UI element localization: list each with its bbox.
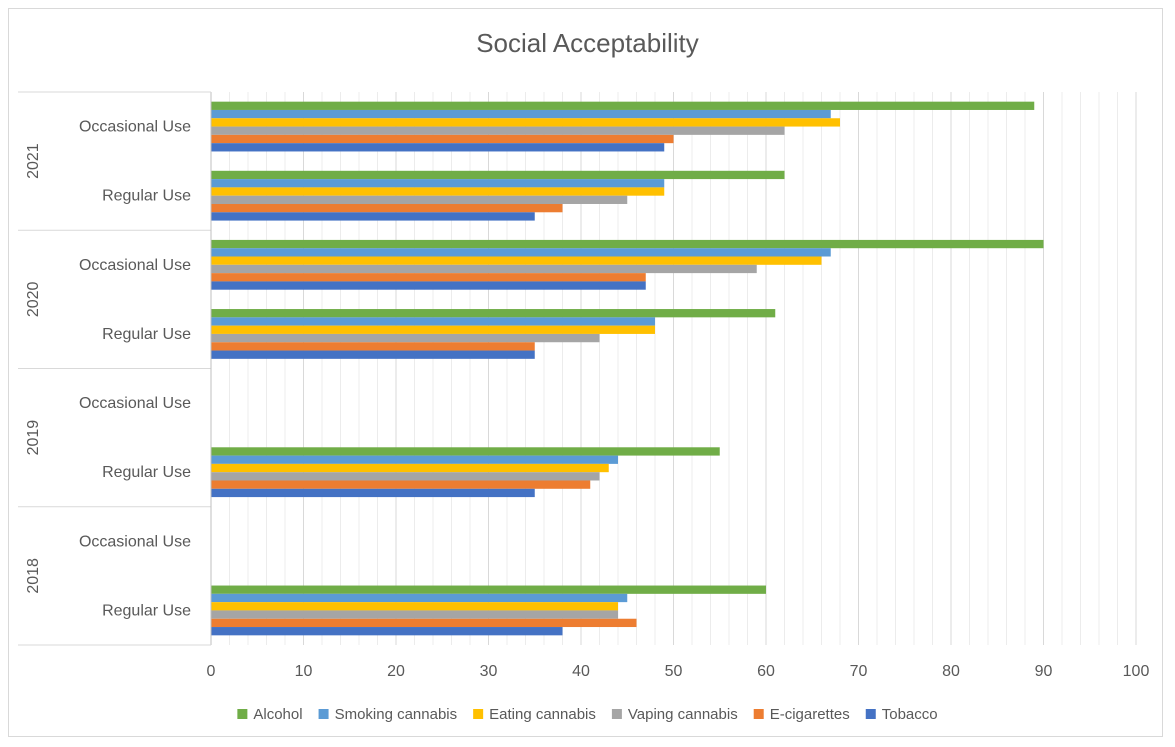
bar-vaping-cannabis-2020-regular-use <box>211 333 600 343</box>
x-tick-label-10: 10 <box>295 663 313 680</box>
category-label-occasional-use: Occasional Use <box>79 395 191 412</box>
bar-vaping-cannabis-2021-occasional-use <box>211 126 785 135</box>
category-label-regular-use: Regular Use <box>102 464 191 481</box>
bar-vaping-cannabis-2019-regular-use <box>211 472 600 481</box>
legend-swatch-alcohol <box>237 709 248 719</box>
bar-vaping-cannabis-2018-regular-use <box>211 610 618 619</box>
category-label-occasional-use: Occasional Use <box>79 119 191 136</box>
legend-label-vaping-cannabis: Vaping cannabis <box>628 706 738 723</box>
x-tick-label-0: 0 <box>207 663 216 680</box>
bar-e-cigarettes-2021-regular-use <box>211 203 563 213</box>
bar-smoking-cannabis-2020-regular-use <box>211 317 655 326</box>
x-tick-label-20: 20 <box>387 663 405 680</box>
bar-tobacco-2021-occasional-use <box>211 143 665 152</box>
bar-vaping-cannabis-2020-occasional-use <box>211 264 757 274</box>
bar-eating-cannabis-2018-regular-use <box>211 602 618 611</box>
bar-tobacco-2020-occasional-use <box>211 281 646 290</box>
year-label-2021: 2021 <box>25 143 42 179</box>
x-tick-label-100: 100 <box>1123 663 1150 680</box>
bar-eating-cannabis-2020-regular-use <box>211 325 655 334</box>
chart-title: Social Acceptability <box>476 28 699 58</box>
year-label-2018: 2018 <box>25 558 42 594</box>
bar-smoking-cannabis-2021-occasional-use <box>211 109 831 119</box>
legend-swatch-vaping-cannabis <box>611 709 622 719</box>
bar-e-cigarettes-2018-regular-use <box>211 618 637 628</box>
legend-swatch-smoking-cannabis <box>318 709 329 719</box>
x-tick-label-30: 30 <box>480 663 498 680</box>
bar-alcohol-2020-regular-use <box>211 309 776 318</box>
x-tick-label-40: 40 <box>572 663 590 680</box>
legend-swatch-tobacco <box>865 709 876 719</box>
x-tick-label-90: 90 <box>1035 663 1053 680</box>
bar-alcohol-2019-regular-use <box>211 447 720 456</box>
category-label-regular-use: Regular Use <box>102 602 191 619</box>
category-label-regular-use: Regular Use <box>102 326 191 343</box>
bar-eating-cannabis-2019-regular-use <box>211 463 609 473</box>
x-tick-label-70: 70 <box>850 663 868 680</box>
bar-eating-cannabis-2021-occasional-use <box>211 118 840 127</box>
legend-label-e-cigarettes: E-cigarettes <box>770 706 850 723</box>
bar-tobacco-2021-regular-use <box>211 212 535 221</box>
bar-e-cigarettes-2020-occasional-use <box>211 273 646 282</box>
bar-e-cigarettes-2019-regular-use <box>211 480 591 489</box>
bar-alcohol-2021-regular-use <box>211 170 785 180</box>
bar-smoking-cannabis-2018-regular-use <box>211 593 628 603</box>
legend-label-smoking-cannabis: Smoking cannabis <box>335 706 458 723</box>
category-label-regular-use: Regular Use <box>102 188 191 205</box>
bar-smoking-cannabis-2019-regular-use <box>211 455 618 464</box>
bar-tobacco-2019-regular-use <box>211 488 535 498</box>
category-label-occasional-use: Occasional Use <box>79 257 191 274</box>
bar-eating-cannabis-2021-regular-use <box>211 187 665 196</box>
bar-alcohol-2020-occasional-use <box>211 239 1044 249</box>
legend-swatch-e-cigarettes <box>753 709 764 719</box>
x-tick-label-80: 80 <box>942 663 960 680</box>
year-label-2020: 2020 <box>25 281 42 317</box>
legend-label-alcohol: Alcohol <box>253 706 302 723</box>
bar-alcohol-2018-regular-use <box>211 585 766 594</box>
bar-smoking-cannabis-2021-regular-use <box>211 179 665 188</box>
year-label-2019: 2019 <box>25 420 42 456</box>
legend-label-eating-cannabis: Eating cannabis <box>489 706 596 723</box>
bar-smoking-cannabis-2020-occasional-use <box>211 248 831 257</box>
bar-e-cigarettes-2021-occasional-use <box>211 134 674 144</box>
bar-eating-cannabis-2020-occasional-use <box>211 256 822 265</box>
category-label-occasional-use: Occasional Use <box>79 533 191 550</box>
bar-tobacco-2018-regular-use <box>211 627 563 636</box>
bar-alcohol-2021-occasional-use <box>211 101 1035 110</box>
x-tick-label-60: 60 <box>757 663 775 680</box>
legend-label-tobacco: Tobacco <box>882 706 938 723</box>
x-tick-label-50: 50 <box>665 663 683 680</box>
bar-e-cigarettes-2020-regular-use <box>211 342 535 351</box>
legend-swatch-eating-cannabis <box>473 709 484 719</box>
bar-tobacco-2020-regular-use <box>211 350 535 359</box>
bar-vaping-cannabis-2021-regular-use <box>211 195 628 204</box>
